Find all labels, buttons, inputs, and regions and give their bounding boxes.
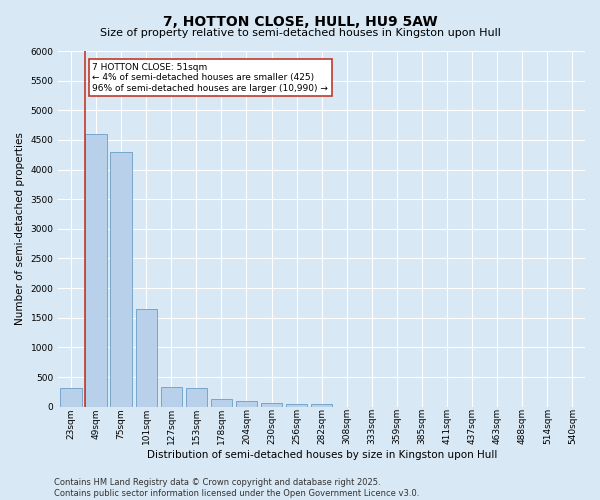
Text: 7 HOTTON CLOSE: 51sqm
← 4% of semi-detached houses are smaller (425)
96% of semi: 7 HOTTON CLOSE: 51sqm ← 4% of semi-detac…	[92, 63, 328, 92]
Text: 7, HOTTON CLOSE, HULL, HU9 5AW: 7, HOTTON CLOSE, HULL, HU9 5AW	[163, 15, 437, 29]
Bar	[311, 404, 332, 406]
Text: Size of property relative to semi-detached houses in Kingston upon Hull: Size of property relative to semi-detach…	[100, 28, 500, 38]
Text: Contains HM Land Registry data © Crown copyright and database right 2025.
Contai: Contains HM Land Registry data © Crown c…	[54, 478, 419, 498]
Bar	[85, 134, 107, 406]
Bar	[261, 404, 282, 406]
Y-axis label: Number of semi-detached properties: Number of semi-detached properties	[15, 132, 25, 326]
Bar	[110, 152, 132, 406]
Bar	[236, 401, 257, 406]
Bar	[161, 387, 182, 406]
X-axis label: Distribution of semi-detached houses by size in Kingston upon Hull: Distribution of semi-detached houses by …	[146, 450, 497, 460]
Bar	[211, 399, 232, 406]
Bar	[185, 388, 207, 406]
Bar	[136, 309, 157, 406]
Bar	[286, 404, 307, 406]
Bar	[60, 388, 82, 406]
